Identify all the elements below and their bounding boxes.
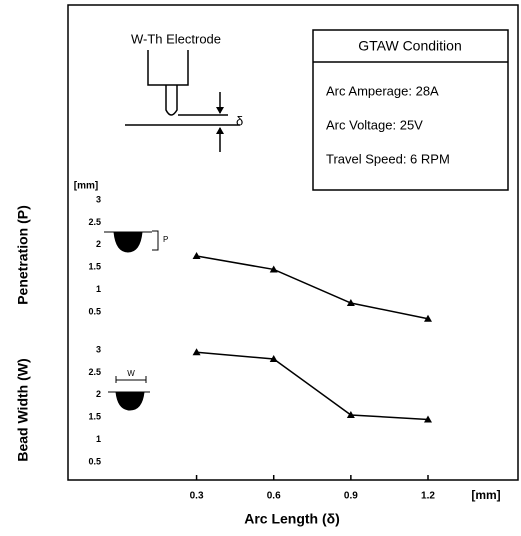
condition-item: Travel Speed: 6 RPM	[326, 151, 450, 166]
y-tick-label: 0.5	[88, 456, 101, 466]
marker	[424, 415, 432, 423]
x-tick-label: 0.6	[267, 491, 281, 502]
marker	[192, 252, 201, 259]
y-tick-label: 1	[96, 284, 101, 294]
marker	[269, 354, 278, 362]
x-axis-label: Arc Length (δ)	[244, 511, 340, 527]
p-mark: P	[163, 235, 168, 244]
w-mark: W	[127, 369, 135, 378]
frame	[67, 4, 519, 481]
y-tick-label: 3	[96, 194, 101, 204]
y-tick-label: 2.5	[88, 217, 101, 227]
y-tick-label: 1.5	[88, 412, 101, 422]
y-tick-label: 3	[96, 344, 101, 354]
marker	[269, 265, 278, 273]
x-tick-label: 1.2	[421, 491, 435, 502]
y-tick-label: 2.5	[88, 367, 101, 377]
series-line	[196, 351, 429, 421]
bead-icon	[104, 231, 152, 253]
x-tick-label: 0.9	[344, 491, 358, 502]
marker	[346, 299, 355, 307]
condition-title: GTAW Condition	[358, 38, 461, 54]
y-tick-label: 2	[96, 389, 101, 399]
x-tick-label: 0.3	[190, 491, 204, 502]
p-bracket	[152, 230, 159, 251]
y-tick-label: 1	[96, 434, 101, 444]
y-axis-label: Penetration (P)	[15, 205, 31, 305]
y-tick-label: 1.5	[88, 262, 101, 272]
y-axis-label: Bead Width (W)	[15, 358, 31, 461]
w-bracket	[115, 376, 147, 383]
y-tick-label: 0.5	[88, 306, 101, 316]
bead-icon	[108, 391, 150, 411]
condition-item: Arc Voltage: 25V	[326, 117, 423, 132]
electrode	[147, 50, 189, 116]
y-unit: [mm]	[74, 181, 98, 192]
gap-lines	[178, 92, 228, 152]
marker	[424, 314, 432, 322]
condition-box	[312, 29, 509, 191]
y-tick-label: 2	[96, 239, 101, 249]
series-line	[196, 255, 429, 320]
electrode-label: W-Th Electrode	[131, 31, 221, 46]
gap-arrows	[216, 107, 224, 134]
marker	[346, 410, 355, 418]
gap-label: δ	[236, 113, 243, 128]
condition-item: Arc Amperage: 28A	[326, 83, 439, 98]
x-unit: [mm]	[471, 488, 500, 502]
marker	[192, 348, 201, 356]
